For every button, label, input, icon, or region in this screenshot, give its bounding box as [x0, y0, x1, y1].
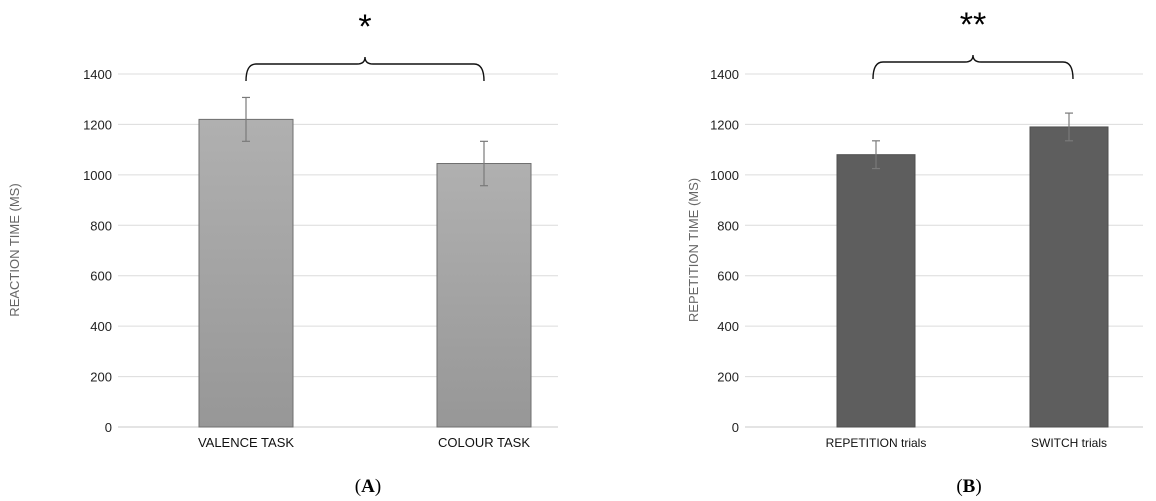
y-tick-label: 0 [732, 420, 739, 435]
y-tick-label: 1200 [710, 117, 739, 132]
panel-label-open: ( [956, 476, 962, 497]
panel-label-letter: B [963, 476, 976, 497]
y-tick-label: 200 [90, 370, 112, 385]
y-axis-label: REACTION TIME (MS) [7, 183, 22, 316]
category-label: REPETITION trials [826, 436, 927, 450]
y-tick-label: 1000 [83, 168, 112, 183]
significance-bracket [245, 56, 485, 82]
y-tick-label: 0 [105, 420, 112, 435]
panel-a: 0 200 400 600 800 1000 1200 1400 REACTION TIME (… [7, 8, 558, 497]
y-tick-label: 600 [717, 269, 739, 284]
y-tick-label: 400 [90, 319, 112, 334]
panel-label-close: ) [375, 476, 381, 497]
panel-label: (A) [355, 476, 381, 497]
category-label: SWITCH trials [1031, 436, 1107, 450]
panel-label-letter: A [361, 476, 375, 497]
bar [198, 118, 294, 428]
significance-marker: * [358, 8, 371, 46]
y-tick-label: 800 [717, 218, 739, 233]
y-tick-label: 1200 [83, 117, 112, 132]
bar [1029, 126, 1109, 428]
y-tick-label: 400 [717, 319, 739, 334]
y-tick-label: 1000 [710, 168, 739, 183]
bar [836, 154, 916, 428]
panel-label: (B) [956, 476, 981, 497]
category-label: COLOUR TASK [438, 435, 530, 450]
significance-marker: ** [960, 6, 986, 44]
panel-label-open: ( [355, 476, 361, 497]
y-tick-label: 200 [717, 370, 739, 385]
y-tick-label: 800 [90, 218, 112, 233]
y-tick-label: 600 [90, 269, 112, 284]
y-tick-label: 1400 [83, 67, 112, 82]
y-axis-label: REPETITION TIME (MS) [686, 178, 701, 322]
bar [436, 163, 532, 428]
y-tick-label: 1400 [710, 67, 739, 82]
panel-b: 0 200 400 600 800 1000 1200 1400 REPETITION TIME… [686, 6, 1143, 497]
panel-label-close: ) [975, 476, 981, 497]
significance-bracket [872, 54, 1074, 80]
category-label: VALENCE TASK [198, 435, 294, 450]
